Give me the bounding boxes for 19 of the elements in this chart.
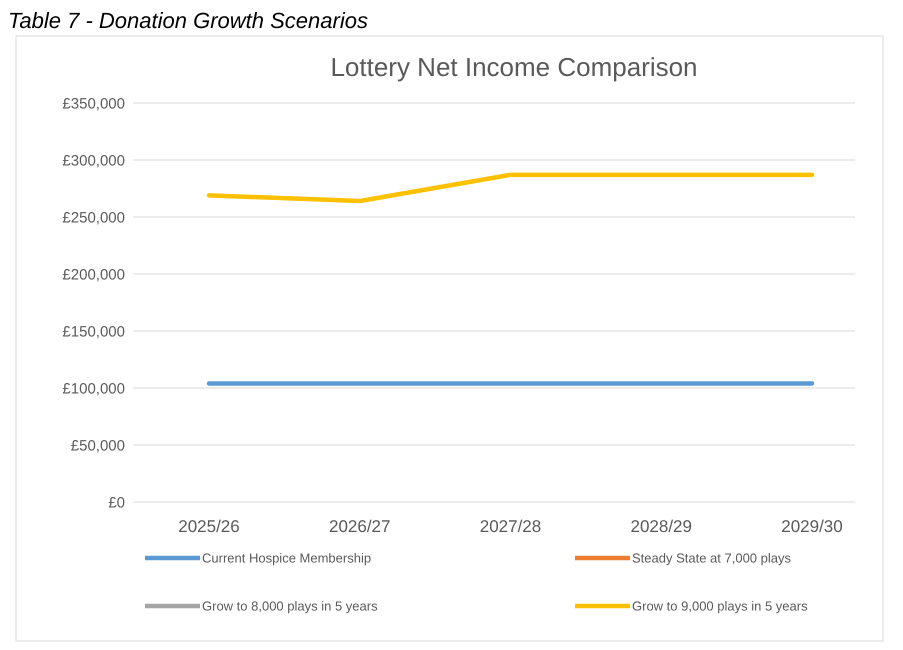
y-tick-label: £50,000 [70,437,125,454]
chart-title: Lottery Net Income Comparison [330,52,698,82]
y-tick-label: £250,000 [62,209,125,226]
y-tick-label: £350,000 [62,95,125,112]
x-tick-label: 2028/29 [630,517,692,536]
y-tick-label: £200,000 [62,266,125,284]
x-tick-label: 2025/26 [178,517,240,536]
caption: Table 7 - Donation Growth Scenarios [8,8,368,33]
y-tick-label: £300,000 [62,152,125,170]
x-tick-label: 2027/28 [480,517,542,536]
y-tick-label: £0 [108,494,125,512]
x-tick-label: 2029/30 [781,517,843,536]
legend-label: Current Hospice Membership [202,550,372,566]
y-tick-label: £100,000 [62,380,125,398]
legend-label: Grow to 9,000 plays in 5 years [632,598,808,614]
legend-label: Grow to 8,000 plays in 5 years [202,598,378,614]
x-tick-label: 2026/27 [329,517,390,536]
y-tick-label: £150,000 [62,323,125,340]
legend-label: Steady State at 7,000 plays [632,550,792,566]
